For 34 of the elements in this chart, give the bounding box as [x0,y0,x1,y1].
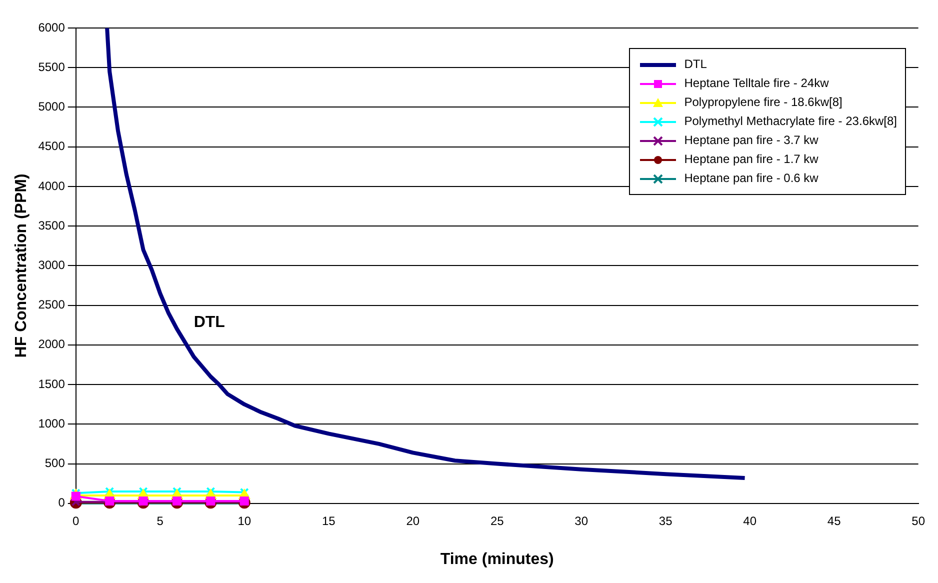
x-tick-label: 15 [322,514,336,528]
x-tick-label: 25 [490,514,504,528]
x-tick-label: 20 [406,514,420,528]
y-tick-label: 5000 [38,100,66,114]
legend-label: Heptane pan fire - 0.6 kw [684,170,818,187]
legend-label: Heptane Telltale fire - 24kw [684,75,829,92]
y-tick-label: 2000 [38,337,66,352]
legend-label: Heptane pan fire - 3.7 kw [684,132,818,149]
y-tick-label: 2500 [38,298,66,312]
x-tick-label: 30 [574,514,588,528]
legend-label: Heptane pan fire - 1.7 kw [684,151,818,168]
x-tick-label: 10 [238,514,252,528]
y-tick-label: 3500 [38,218,66,232]
x-tick-label: 0 [72,514,80,528]
y-tick-label: 1500 [38,376,66,391]
y-tick-label: 1000 [38,416,66,430]
y-tick-label: 3000 [38,258,66,272]
x-tick-label: 35 [658,514,673,528]
x-tick-label: 40 [743,514,757,528]
y-axis-title: HF Concentration (PPM) [13,174,30,358]
legend-label: Polypropylene fire - 18.6kw[8] [684,94,842,111]
legend-label: Polymethyl Methacrylate fire - 23.6kw[8] [684,113,897,130]
y-tick-label: 0 [58,496,66,510]
x-tick-label: 50 [912,514,926,528]
y-tick-label: 6000 [38,20,66,34]
x-tick-label: 45 [827,514,842,528]
y-tick-label: 500 [44,456,66,470]
x-axis-title: Time (minutes) [440,550,554,568]
x-tick-label: 5 [156,514,164,528]
y-tick-label: 4000 [38,178,66,193]
y-tick-label: 4500 [38,139,66,154]
legend-label: DTL [684,56,707,73]
annotation: DTL [194,314,226,332]
y-tick-label: 5500 [38,60,66,74]
